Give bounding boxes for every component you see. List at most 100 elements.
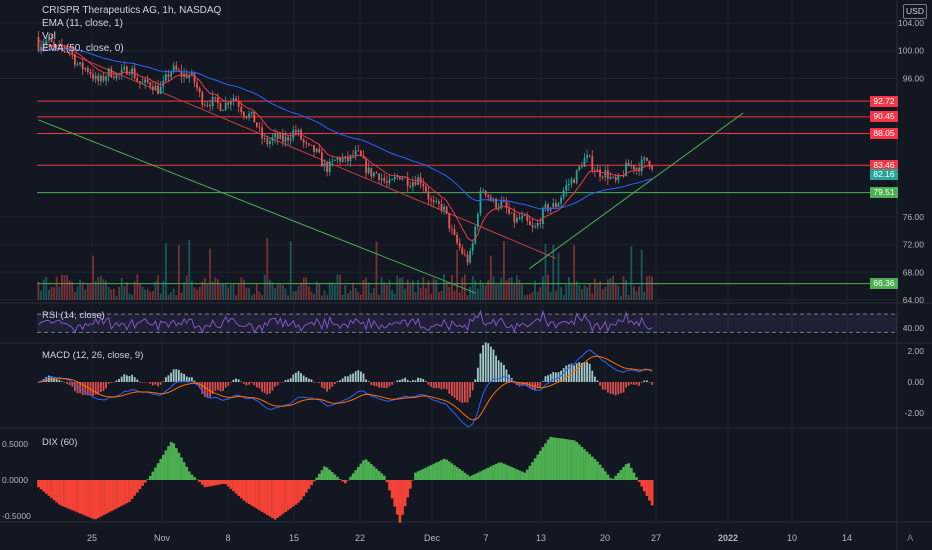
macd-histogram-bar — [430, 382, 432, 387]
candle-body — [614, 176, 617, 181]
dix-bar — [164, 450, 168, 480]
dix-bar — [343, 480, 347, 484]
dix-title[interactable]: DIX (60) — [42, 437, 78, 448]
dix-bar — [515, 469, 519, 480]
price-tag[interactable]: 79.51 — [870, 187, 898, 199]
macd-histogram-bar — [177, 369, 180, 382]
candle-body — [263, 138, 266, 139]
volume-bar — [417, 279, 419, 300]
dix-bar — [167, 446, 170, 480]
candle-body — [362, 156, 365, 159]
candle-body — [138, 81, 141, 84]
candle-body — [232, 98, 235, 101]
ema11-legend[interactable]: EMA (11, close, 1) — [42, 18, 123, 29]
candle-body — [37, 36, 40, 51]
macd-histogram-bar — [300, 373, 302, 382]
candle-body — [201, 92, 204, 105]
price-tag[interactable]: 88.05 — [870, 127, 898, 139]
volume-bar — [573, 245, 575, 300]
auto-scale-button[interactable]: A — [907, 533, 914, 544]
volume-bar — [76, 286, 79, 300]
dix-bar — [606, 474, 610, 480]
dix-bar — [458, 468, 462, 480]
dix-bar — [580, 446, 584, 480]
volume-bar — [406, 279, 409, 300]
macd-histogram-bar — [118, 379, 120, 382]
candle-body — [89, 71, 92, 75]
volume-legend[interactable]: Vol — [42, 31, 56, 42]
volume-bar — [341, 294, 344, 300]
dix-bar — [442, 458, 446, 480]
volume-bar — [622, 275, 625, 300]
volume-bar — [513, 284, 516, 300]
macd-histogram-bar — [128, 376, 131, 382]
candle-body — [287, 136, 289, 141]
macd-title[interactable]: MACD (12, 26, close, 9) — [42, 350, 144, 361]
candle-body — [253, 111, 256, 123]
macd-histogram-bar — [302, 375, 305, 382]
price-tag[interactable]: 92.72 — [870, 95, 898, 107]
dix-bar — [323, 466, 326, 480]
currency-badge[interactable]: USD — [903, 4, 927, 19]
candle-body — [404, 177, 406, 178]
macd-histogram-bar — [640, 382, 643, 383]
candle-body — [552, 203, 555, 208]
candle-body — [575, 170, 578, 184]
volume-bar — [79, 279, 81, 300]
dix-bar — [151, 471, 155, 480]
dix-bar — [437, 461, 441, 480]
macd-histogram-bar — [391, 382, 393, 385]
macd-histogram-bar — [203, 382, 206, 397]
volume-bar — [266, 237, 269, 300]
macd-histogram-bar — [315, 382, 318, 383]
rsi-title[interactable]: RSI (14, close) — [42, 310, 105, 321]
volume-bar — [515, 275, 518, 300]
candle-body — [305, 142, 308, 144]
macd-histogram-bar — [450, 382, 453, 396]
candle-body — [463, 253, 466, 255]
macd-histogram-bar — [349, 374, 352, 382]
macd-histogram-bar — [188, 377, 191, 382]
ema50-legend[interactable]: EMA (50, close, 0) — [42, 43, 124, 54]
price-tag[interactable]: 90.45 — [870, 111, 898, 123]
candle-body — [92, 74, 94, 80]
volume-bar — [383, 282, 386, 300]
dix-bar — [544, 443, 547, 480]
price-tick-label: 100.00 — [898, 46, 924, 56]
volume-bar — [112, 289, 115, 300]
price-tag[interactable]: 82.16 — [870, 168, 898, 180]
dix-bar — [68, 480, 72, 510]
candle-body — [328, 161, 331, 172]
volume-bar — [250, 295, 253, 300]
volume-bar — [55, 276, 58, 300]
volume-bar — [242, 279, 245, 300]
candle-body — [440, 203, 443, 210]
symbol-title[interactable]: CRISPR Therapeutics AG, 1h, NASDAQ — [42, 5, 222, 16]
price-tag[interactable]: 66.36 — [870, 278, 898, 290]
dix-bar — [575, 441, 579, 480]
dix-bar — [520, 471, 524, 480]
macd-histogram-bar — [216, 382, 219, 391]
dix-bar — [260, 480, 264, 512]
volume-bar — [318, 283, 321, 300]
macd-histogram-bar — [333, 382, 336, 385]
dix-bar — [216, 480, 220, 485]
macd-histogram-bar — [617, 382, 620, 395]
dix-bar — [635, 477, 638, 480]
dix-bar — [468, 476, 472, 480]
macd-histogram-bar — [497, 360, 500, 382]
dix-bar — [453, 465, 456, 480]
dix-bar — [429, 465, 433, 480]
macd-histogram-bar — [469, 382, 471, 398]
candle-body — [383, 178, 386, 182]
macd-histogram-bar — [151, 382, 154, 386]
macd-histogram-bar — [79, 382, 81, 394]
dix-bar — [258, 480, 261, 511]
dix-bar — [541, 447, 545, 480]
macd-histogram-bar — [575, 363, 578, 382]
dix-bar — [315, 477, 319, 480]
macd-histogram-bar — [544, 376, 547, 382]
candle-body — [458, 242, 461, 248]
price-tag[interactable]: 83.46 — [870, 159, 898, 171]
